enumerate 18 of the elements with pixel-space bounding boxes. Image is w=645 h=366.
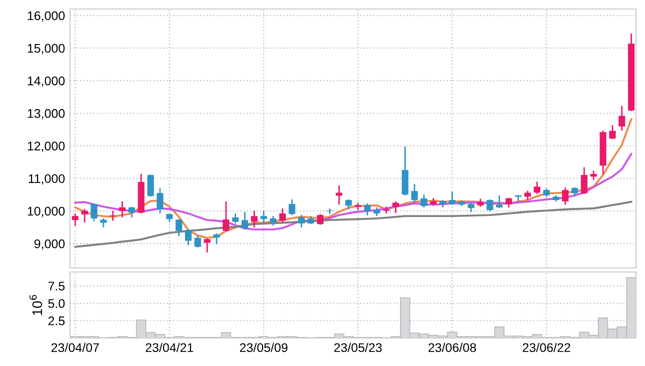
y-tick-label: 16,000	[28, 11, 65, 22]
y-tick-label: 2.5	[48, 316, 65, 326]
y-tick-label: 15,000	[28, 44, 65, 54]
y-tick-label: 14,000	[28, 76, 65, 87]
y-tick-label: 13,000	[28, 109, 65, 120]
x-tick-label: 23/06/22	[522, 342, 570, 352]
x-tick-label: 23/05/09	[240, 342, 288, 352]
y-tick-label: 9,000	[34, 239, 65, 250]
y-axis-title: 10$^{6}$	[29, 294, 42, 316]
y-tick-label: 5.0	[48, 299, 65, 308]
y-tick-label: 12,000	[28, 142, 65, 152]
y-tick-label: 11,000	[28, 174, 65, 185]
y-tick-label: 7.5	[48, 282, 65, 291]
x-tick-label: 23/05/23	[334, 342, 382, 352]
x-tick-label: 23/04/07	[51, 342, 99, 352]
x-tick-label: 23/04/21	[146, 342, 194, 352]
y-tick-label: 10,000	[28, 206, 65, 218]
x-tick-label: 23/06/08	[428, 342, 476, 352]
